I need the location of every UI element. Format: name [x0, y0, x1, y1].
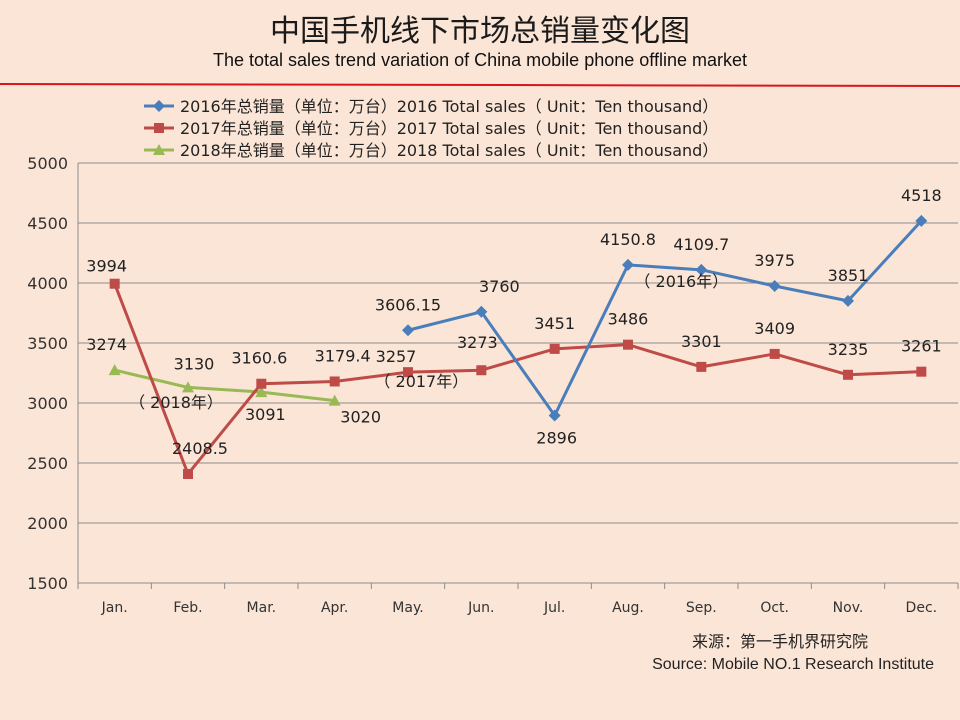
data-point: [695, 263, 708, 276]
x-tick-label: Apr.: [321, 600, 348, 616]
legend-label: 2017年总销量（单位：万台）2017 Total sales（ Unit：Te…: [180, 119, 718, 138]
data-point: [183, 468, 193, 479]
data-label: 3451: [534, 314, 575, 333]
data-label: 3261: [901, 337, 942, 356]
data-label: 3606.15: [375, 295, 441, 314]
data-point: [842, 294, 854, 307]
series-line: [407, 219, 923, 417]
data-label: 3179.4: [315, 346, 371, 365]
x-tick-label: Dec.: [906, 600, 938, 616]
y-tick-label: 4000: [27, 274, 68, 293]
y-tick-label: 3500: [27, 334, 68, 353]
chart-title: 中国手机线下市场总销量变化图: [270, 14, 690, 49]
data-label: 4150.8: [600, 230, 656, 249]
series-annotation: （ 2016年）: [634, 272, 728, 291]
data-point: [916, 366, 927, 377]
data-label: 3301: [681, 332, 722, 351]
data-label: 3091: [245, 405, 286, 424]
data-label: 3975: [754, 251, 795, 270]
data-point: [403, 367, 413, 378]
x-tick-label: Nov.: [833, 600, 864, 616]
x-tick-label: Aug.: [612, 600, 644, 616]
chart-subtitle: The total sales trend variation of China…: [213, 50, 747, 70]
x-tick-label: Feb.: [173, 600, 202, 616]
data-label: 2896: [536, 428, 577, 447]
legend-entry: 2016年总销量（单位：万台）2016 Total sales（ Unit：Te…: [144, 97, 718, 116]
source-en: Source: Mobile NO.1 Research Institute: [652, 656, 934, 673]
data-point: [182, 381, 194, 393]
series-annotation: （ 2018年）: [129, 393, 223, 412]
data-point: [109, 278, 120, 289]
data-label: 4109.7: [673, 235, 729, 254]
series-annotation: （ 2017年）: [374, 372, 468, 391]
data-label: 3235: [828, 340, 869, 359]
chart-header: 中国手机线下市场总销量变化图 The total sales trend var…: [0, 0, 960, 90]
data-label: 3274: [86, 335, 127, 354]
x-tick-label: Mar.: [247, 600, 277, 616]
data-point: [696, 361, 707, 372]
data-label: 3020: [340, 408, 381, 427]
data-point: [476, 365, 487, 376]
data-point: [108, 364, 121, 376]
y-tick-label: 2500: [27, 454, 68, 473]
legend-entry: 2017年总销量（单位：万台）2017 Total sales（ Unit：Te…: [144, 119, 718, 138]
data-point: [475, 305, 488, 318]
data-point: [256, 378, 267, 389]
x-tick-label: Jul.: [543, 600, 565, 616]
data-point: [328, 394, 341, 406]
y-tick-label: 5000: [27, 154, 68, 173]
data-point: [329, 376, 340, 387]
data-label: 3851: [828, 266, 869, 285]
data-point: [548, 409, 561, 422]
x-tick-label: Jan.: [101, 600, 128, 616]
source-cn: 来源：第一手机界研究院: [691, 634, 868, 651]
y-tick-label: 4500: [27, 214, 68, 233]
x-tick-label: Sep.: [686, 600, 717, 616]
y-tick-label: 1500: [27, 574, 68, 593]
legend-label: 2018年总销量（单位：万台）2018 Total sales（ Unit：Te…: [180, 141, 718, 160]
data-point: [402, 324, 414, 337]
data-label: 3130: [174, 354, 215, 373]
data-point: [255, 386, 268, 398]
data-label: 4518: [901, 186, 942, 205]
legend-marker: [153, 144, 165, 155]
data-point: [769, 348, 780, 359]
x-tick-label: Jun.: [467, 600, 494, 616]
data-point: [843, 369, 853, 380]
legend-marker: [153, 100, 165, 112]
source-note: 来源：第一手机界研究院 Source: Mobile NO.1 Research…: [652, 628, 934, 674]
legend-entry: 2018年总销量（单位：万台）2018 Total sales（ Unit：Te…: [144, 141, 718, 160]
y-tick-label: 2000: [27, 514, 68, 533]
series-line: [113, 283, 922, 476]
data-label: 3760: [479, 277, 520, 296]
data-point: [915, 214, 928, 227]
data-label: 3257: [376, 347, 417, 366]
data-label: 3486: [608, 310, 649, 329]
legend-label: 2016年总销量（单位：万台）2016 Total sales（ Unit：Te…: [180, 97, 718, 116]
data-point: [549, 343, 560, 354]
data-point: [622, 258, 634, 271]
data-label: 2408.5: [172, 439, 228, 458]
x-tick-label: Oct.: [760, 600, 789, 616]
data-point: [623, 339, 633, 350]
data-label: 3994: [86, 257, 127, 276]
legend-marker: [154, 123, 164, 133]
y-tick-label: 3000: [27, 394, 68, 413]
data-label: 3409: [754, 319, 795, 338]
x-tick-label: May.: [392, 600, 423, 616]
data-label: 3273: [457, 333, 498, 352]
data-label: 3160.6: [231, 349, 287, 368]
data-point: [768, 280, 781, 292]
